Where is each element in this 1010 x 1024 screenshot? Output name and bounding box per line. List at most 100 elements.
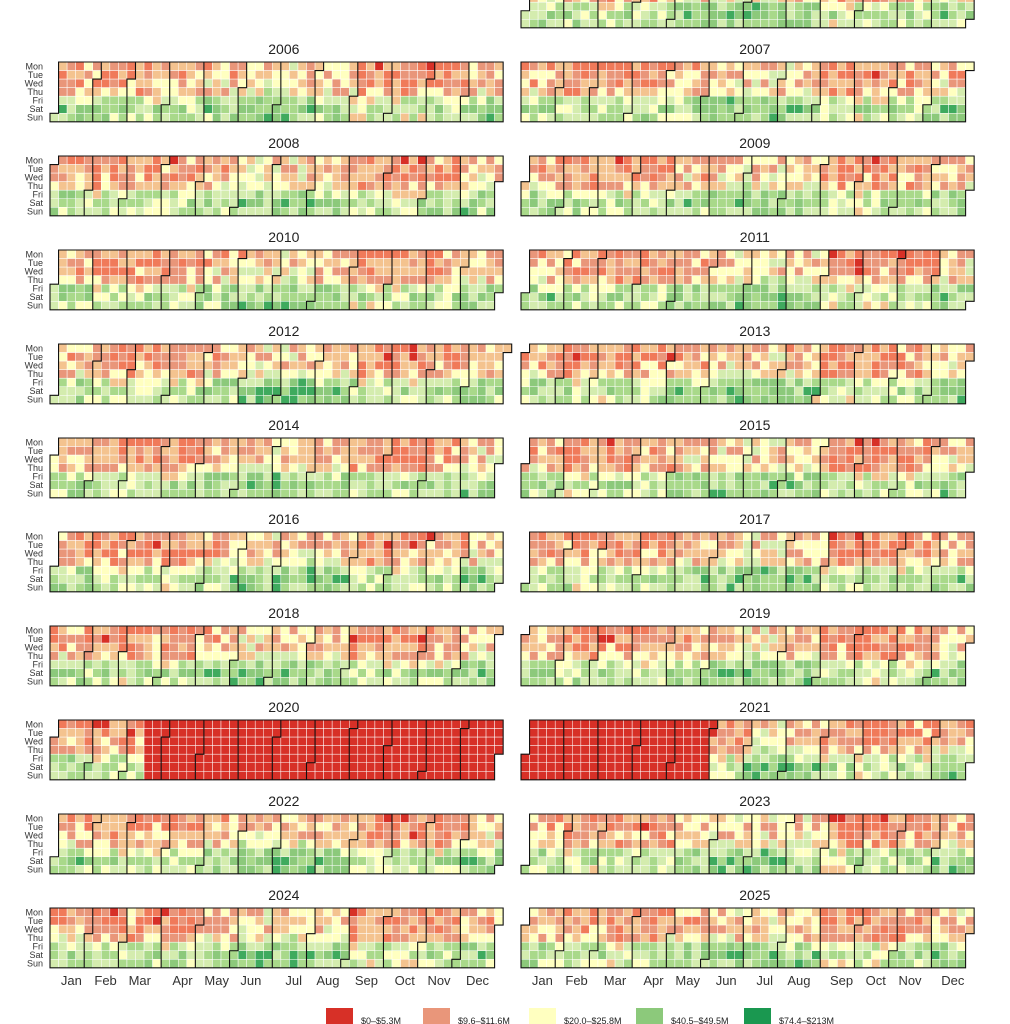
day-cell	[331, 463, 341, 473]
day-cell	[811, 198, 821, 208]
day-cell	[751, 574, 761, 584]
day-cell	[494, 565, 504, 576]
day-cell	[914, 583, 924, 593]
day-cell	[828, 565, 838, 576]
day-cell	[529, 395, 539, 405]
day-cell	[126, 634, 136, 644]
day-cell	[717, 565, 727, 576]
day-cell	[905, 480, 915, 490]
day-cell	[871, 155, 881, 165]
day-cell	[922, 471, 932, 482]
day-cell	[160, 181, 170, 191]
day-cell	[135, 207, 145, 217]
day-cell	[828, 207, 838, 217]
day-cell	[725, 531, 736, 541]
day-cell	[83, 565, 93, 576]
day-cell	[92, 352, 102, 362]
day-cell	[374, 583, 384, 593]
day-cell	[323, 395, 333, 405]
day-cell	[160, 61, 170, 71]
day-cell	[657, 95, 667, 105]
day-cell	[760, 266, 770, 276]
day-cell	[631, 19, 641, 29]
day-cell	[845, 557, 855, 567]
day-cell	[263, 266, 273, 276]
day-cell	[374, 258, 384, 268]
day-cell	[83, 625, 93, 635]
day-cell	[254, 548, 264, 558]
day-cell	[169, 651, 179, 661]
day-label-fri: Fri	[33, 96, 44, 106]
day-cell	[331, 78, 341, 88]
day-cell	[871, 266, 881, 276]
day-cell	[425, 437, 436, 447]
day-cell	[922, 565, 932, 576]
day-cell	[331, 395, 341, 405]
day-cell	[323, 249, 333, 259]
day-label-thu: Thu	[27, 651, 43, 661]
day-cell	[529, 1, 539, 12]
day-cells	[49, 61, 504, 123]
day-cell	[443, 164, 453, 174]
day-label-wed: Wed	[25, 548, 43, 558]
day-cell	[408, 207, 418, 217]
day-cell	[349, 78, 359, 88]
day-cell	[349, 463, 359, 473]
year-title: 2017	[739, 511, 770, 527]
day-cell	[314, 95, 324, 105]
day-cell	[862, 565, 872, 576]
day-cell	[777, 386, 787, 396]
day-cell	[691, 531, 701, 541]
day-cell	[366, 454, 376, 464]
year-title: 2006	[268, 41, 299, 57]
day-cell	[554, 463, 565, 473]
day-cell	[563, 471, 573, 482]
day-cell	[195, 352, 205, 362]
day-cell	[631, 531, 641, 541]
day-cell	[66, 198, 76, 208]
day-cell	[75, 480, 85, 490]
day-cell	[66, 87, 76, 97]
day-cell	[777, 181, 787, 191]
day-cell	[400, 189, 410, 199]
day-cell	[118, 343, 128, 353]
day-cell	[289, 557, 299, 567]
day-cell	[118, 369, 128, 379]
day-cell	[845, 360, 855, 370]
day-cell	[939, 301, 949, 311]
day-cell	[92, 61, 102, 71]
day-cell	[220, 557, 230, 567]
day-cell	[649, 78, 659, 88]
day-cell	[49, 651, 59, 661]
day-cell	[477, 531, 487, 541]
day-cell	[854, 275, 864, 285]
day-cell	[289, 292, 299, 302]
day-cell	[914, 249, 924, 259]
day-cell	[126, 395, 136, 405]
day-cell	[845, 369, 855, 379]
day-cell	[606, 574, 616, 584]
day-cell	[734, 113, 744, 123]
day-cell	[820, 292, 830, 302]
day-cell	[554, 343, 565, 353]
day-cell	[468, 207, 478, 217]
day-cell	[751, 113, 761, 123]
day-cell	[589, 275, 599, 285]
day-cell	[186, 352, 196, 362]
day-cell	[220, 70, 230, 80]
day-cell	[828, 95, 838, 105]
day-cell	[280, 446, 290, 456]
day-cell	[169, 155, 179, 165]
day-cell	[777, 266, 787, 276]
day-cell	[263, 548, 273, 558]
day-cell	[237, 557, 247, 567]
day-cell	[75, 343, 85, 353]
day-cell	[674, 249, 684, 259]
day-label-tue: Tue	[28, 634, 43, 644]
day-cell	[58, 352, 68, 362]
day-cell	[597, 548, 607, 558]
day-cell	[529, 249, 539, 259]
day-cell	[862, 395, 872, 405]
day-cell	[606, 446, 616, 456]
day-cell	[220, 659, 230, 670]
